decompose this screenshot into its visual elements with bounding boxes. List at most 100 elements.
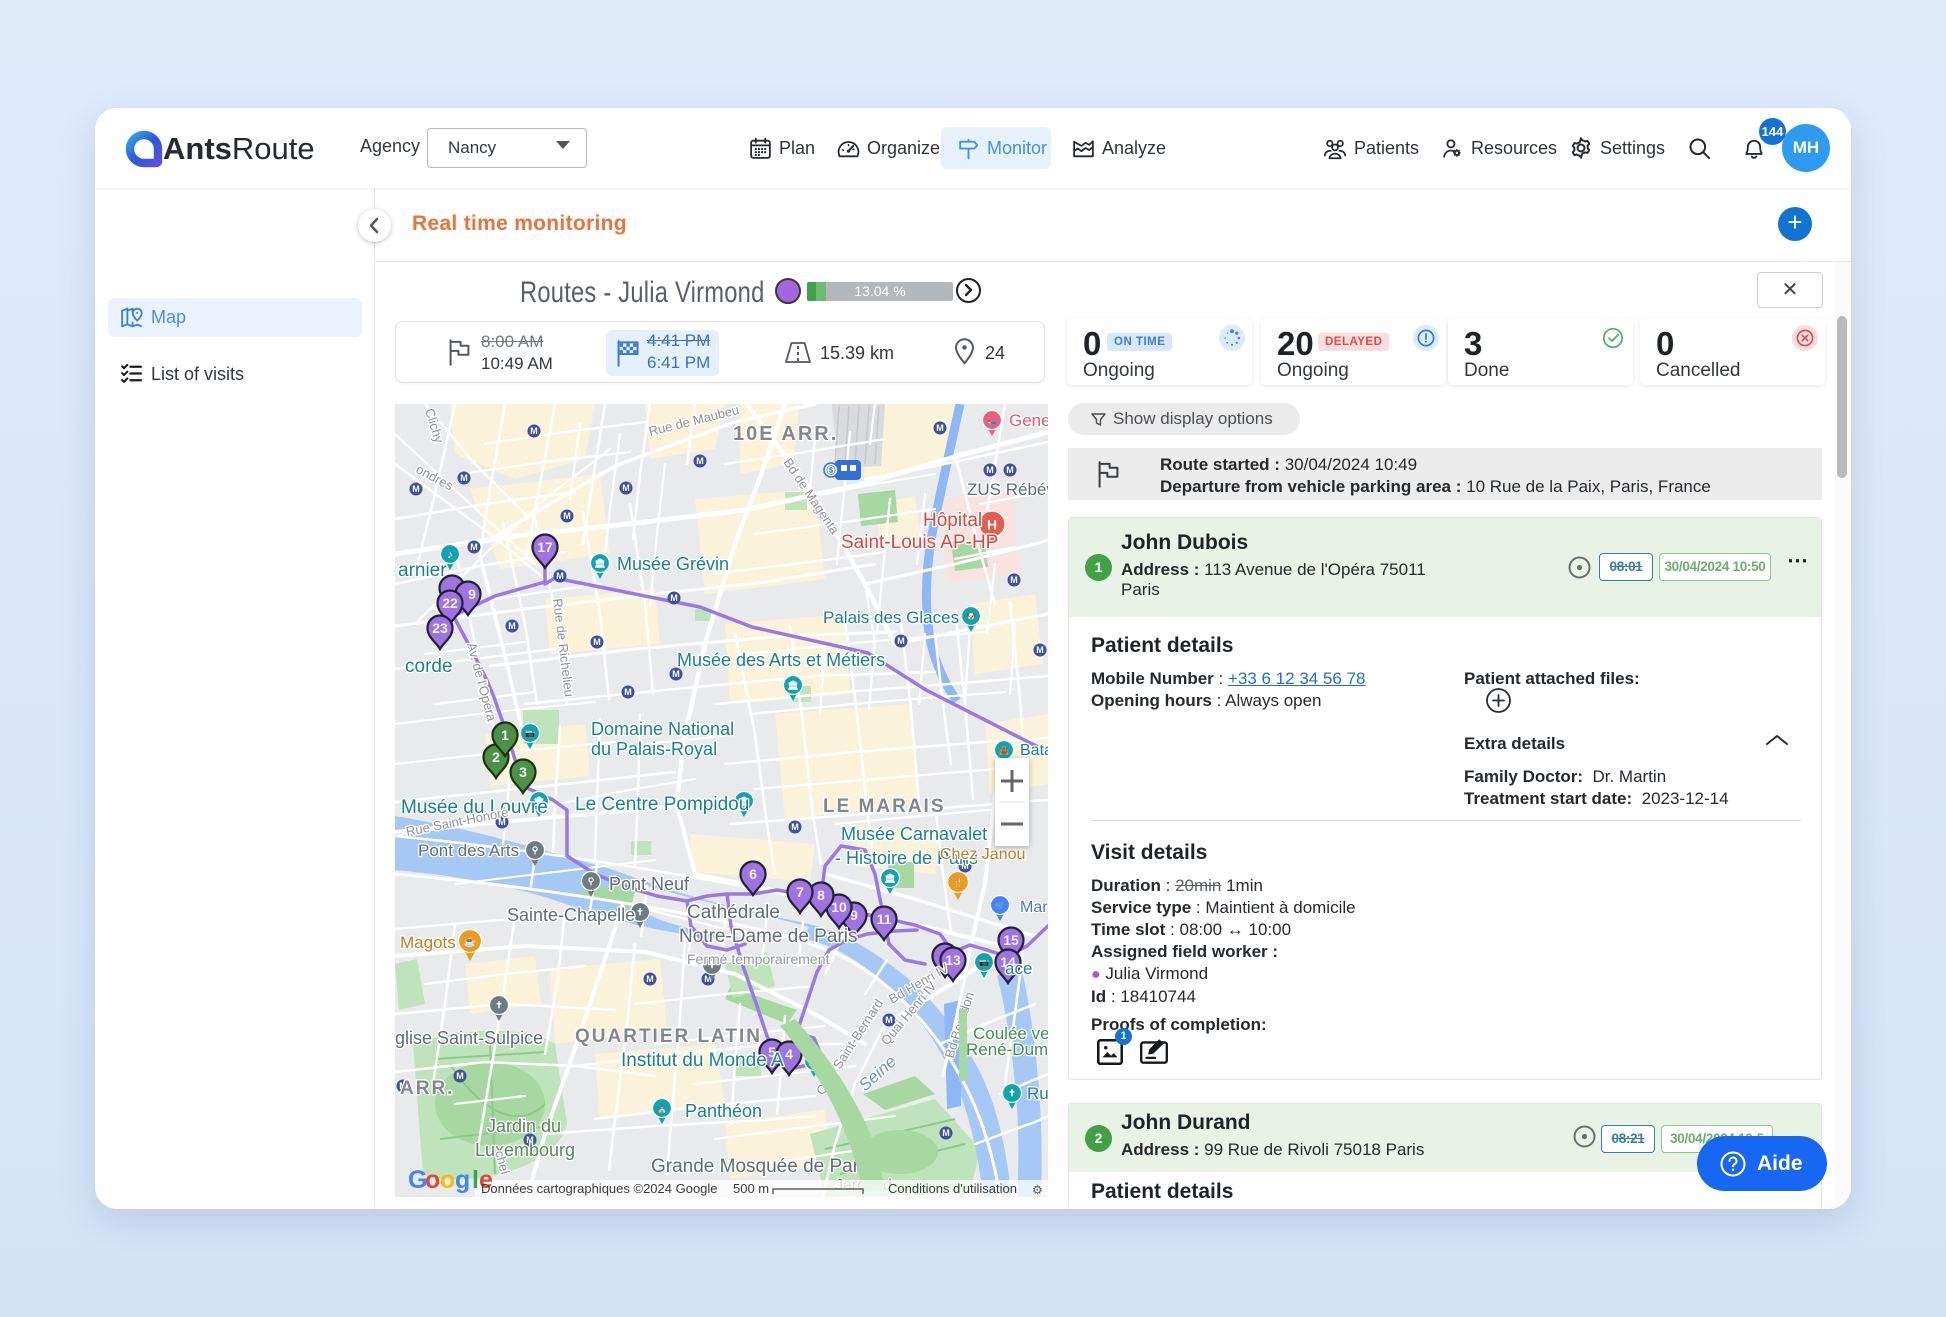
svg-text:10E ARR.: 10E ARR.: [733, 423, 838, 445]
svg-text:✝: ✝: [495, 1000, 503, 1010]
svg-text:☕: ☕: [464, 935, 476, 948]
svg-text:Sainte-Chapelle: Sainte-Chapelle: [507, 905, 635, 925]
svg-text:Musée Carnavalet: Musée Carnavalet: [841, 824, 987, 844]
svg-text:M: M: [556, 571, 564, 581]
svg-text:M: M: [530, 426, 538, 436]
svg-text:23: 23: [432, 620, 448, 636]
svg-text:Conditions d'utilisation: Conditions d'utilisation: [888, 1181, 1017, 1196]
svg-text:⚲: ⚲: [588, 876, 595, 886]
svg-text:du Palais-Royal: du Palais-Royal: [591, 739, 717, 759]
svg-text:7: 7: [796, 884, 804, 900]
svg-text:arnier: arnier: [398, 560, 447, 581]
svg-text:14: 14: [1000, 954, 1016, 970]
svg-text:⛪: ⛪: [657, 1103, 667, 1113]
svg-text:Données cartographiques ©2024: Données cartographiques ©2024 Google: [481, 1181, 718, 1196]
svg-text:M: M: [399, 1081, 407, 1091]
svg-text:9: 9: [850, 907, 858, 923]
svg-text:500 m: 500 m: [733, 1181, 769, 1196]
svg-text:📷: 📷: [525, 729, 535, 738]
svg-text:♪: ♪: [447, 549, 453, 561]
svg-text:13: 13: [945, 952, 961, 968]
svg-text:🏛: 🏛: [533, 795, 544, 806]
svg-text:M: M: [986, 465, 994, 475]
svg-text:4: 4: [785, 1046, 793, 1062]
svg-text:Coulée ver: Coulée ver: [973, 1024, 1048, 1043]
svg-text:ZUS Rébéva: ZUS Rébéva: [967, 480, 1048, 499]
svg-text:Pont des Arts: Pont des Arts: [418, 841, 519, 860]
svg-text:M: M: [696, 456, 704, 466]
svg-text:⚙: ⚙: [1032, 1183, 1043, 1197]
svg-text:Ru: Ru: [1027, 1084, 1048, 1103]
svg-text:22: 22: [442, 595, 458, 611]
svg-text:🍴: 🍴: [953, 877, 963, 887]
svg-text:M: M: [460, 473, 468, 483]
svg-text:🏛: 🏛: [884, 872, 895, 883]
svg-text:M: M: [670, 593, 678, 603]
svg-text:o: o: [440, 1166, 455, 1194]
svg-text:Bata: Bata: [1020, 742, 1048, 759]
svg-text:Mar: Mar: [1020, 899, 1048, 916]
svg-text:M: M: [672, 669, 680, 679]
svg-text:Fermé temporairement: Fermé temporairement: [687, 951, 829, 967]
svg-text:Chez Janou: Chez Janou: [940, 846, 1025, 863]
svg-text:M: M: [622, 483, 630, 493]
svg-text:M: M: [704, 974, 712, 984]
svg-text:René-Dum: René-Dum: [966, 1040, 1048, 1059]
svg-text:6: 6: [749, 866, 757, 882]
svg-text:🛌: 🛌: [987, 416, 997, 425]
svg-text:1: 1: [501, 727, 509, 743]
svg-text:M: M: [897, 636, 905, 646]
svg-text:Saint-Louis AP-HP: Saint-Louis AP-HP: [841, 532, 998, 553]
svg-text:ARR.: ARR.: [400, 1078, 454, 1099]
svg-text:M: M: [593, 637, 601, 647]
svg-text:Cathédrale: Cathédrale: [687, 902, 780, 923]
svg-text:🐶: 🐶: [966, 612, 976, 621]
svg-text:Ⓢ: Ⓢ: [826, 465, 835, 476]
svg-text:M: M: [498, 817, 506, 827]
svg-text:🏛: 🏛: [787, 679, 798, 690]
svg-text:LE MARAIS: LE MARAIS: [823, 796, 946, 817]
svg-text:Panthéon: Panthéon: [685, 1101, 762, 1121]
svg-text:M: M: [563, 511, 571, 521]
svg-text:ace: ace: [1005, 959, 1032, 978]
svg-text:🛒: 🛒: [995, 900, 1005, 910]
svg-text:⚲: ⚲: [532, 845, 539, 855]
svg-text:M: M: [526, 1135, 534, 1145]
svg-text:M: M: [961, 861, 969, 871]
svg-text:M: M: [624, 687, 632, 697]
svg-text:M: M: [936, 423, 944, 433]
svg-text:Musée du Louvre: Musée du Louvre: [401, 797, 548, 818]
svg-text:Jardin du: Jardin du: [487, 1116, 561, 1136]
svg-text:- Histoire de Paris: - Histoire de Paris: [835, 848, 978, 868]
svg-text:Pont Neuf: Pont Neuf: [609, 874, 690, 894]
svg-text:M: M: [1036, 645, 1044, 655]
svg-text:5: 5: [768, 1044, 776, 1060]
svg-text:Gener: Gener: [1009, 411, 1048, 430]
svg-text:3: 3: [519, 764, 527, 780]
svg-text:17: 17: [537, 539, 553, 555]
svg-text:2: 2: [492, 749, 500, 765]
svg-text:📷: 📷: [979, 958, 989, 967]
svg-text:e: e: [479, 1166, 493, 1194]
svg-text:H: H: [987, 517, 997, 533]
svg-text:Magots: Magots: [400, 933, 456, 952]
svg-text:Notre-Dame de Paris: Notre-Dame de Paris: [679, 926, 857, 947]
svg-text:g: g: [455, 1166, 470, 1194]
svg-text:M: M: [470, 542, 478, 552]
svg-text:Luxembourg: Luxembourg: [475, 1140, 575, 1160]
svg-text:Le Centre Pompidou: Le Centre Pompidou: [575, 794, 749, 815]
svg-text:✝: ✝: [1008, 1088, 1016, 1098]
svg-text:8: 8: [817, 887, 825, 903]
svg-text:🏛: 🏛: [738, 795, 749, 806]
svg-text:M: M: [646, 974, 654, 984]
svg-text:corde: corde: [405, 656, 453, 677]
svg-text:Musée des Arts et Métiers: Musée des Arts et Métiers: [677, 650, 885, 670]
svg-text:Musée Grévin: Musée Grévin: [617, 554, 729, 574]
svg-text:l: l: [472, 1166, 479, 1194]
svg-text:M: M: [885, 1015, 893, 1025]
svg-text:o: o: [425, 1166, 440, 1194]
svg-text:QUARTIER LATIN: QUARTIER LATIN: [575, 1026, 762, 1047]
svg-text:M: M: [791, 822, 799, 832]
svg-text:M: M: [1010, 575, 1018, 585]
svg-text:glise Saint-Sulpice: glise Saint-Sulpice: [395, 1028, 543, 1048]
